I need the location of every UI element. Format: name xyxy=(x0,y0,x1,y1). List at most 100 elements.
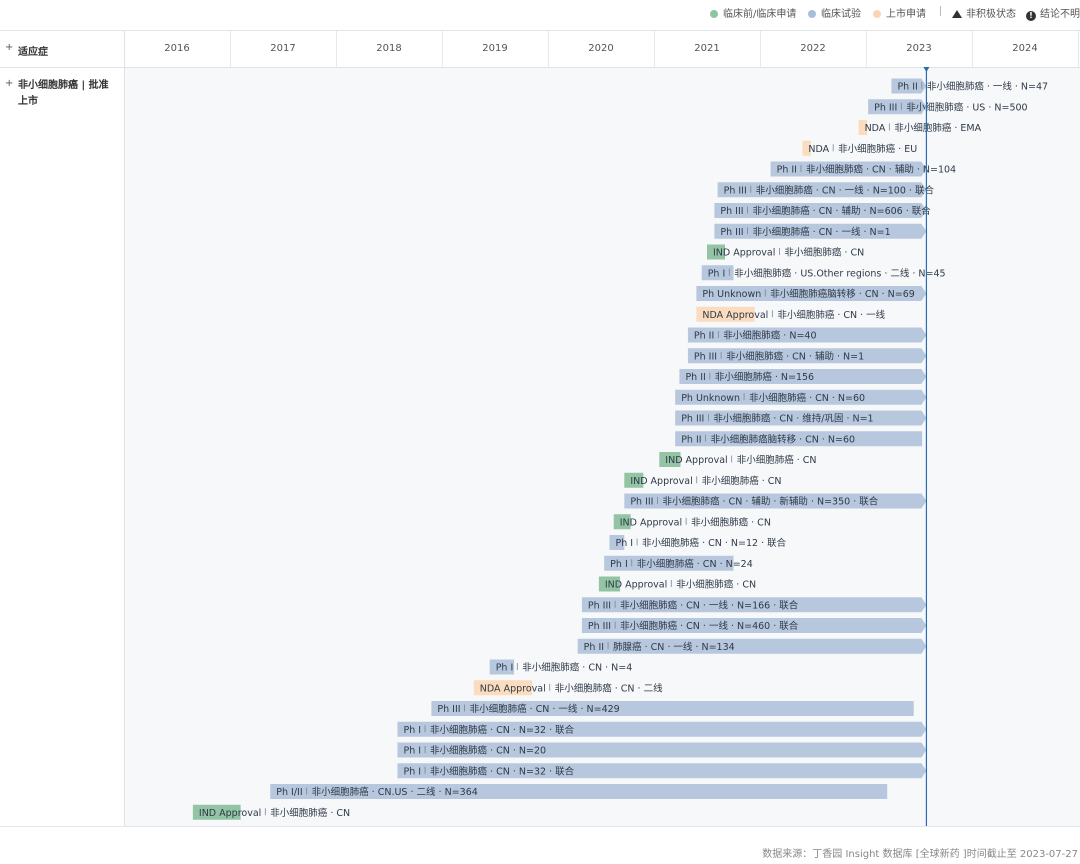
phase-bar[interactable] xyxy=(707,244,726,260)
gantt-row[interactable]: Ph I 非小细胞肺癌 · US.Other regions · 二线 · N=4… xyxy=(701,265,946,281)
gantt-row[interactable]: Ph III 非小细胞肺癌 · CN · 辅助 · 新辅助 · N=350 · 联… xyxy=(624,493,927,509)
gantt-row[interactable]: Ph III 非小细胞肺癌 · CN · 辅助 · N=1 xyxy=(687,348,927,364)
gantt-row[interactable]: Ph I/II 非小细胞肺癌 · CN.US · 二线 · N=364 xyxy=(270,784,888,799)
phase-bar[interactable] xyxy=(687,348,927,364)
gantt-row[interactable]: Ph II 肺腺癌 · CN · 一线 · N=134 xyxy=(577,638,927,654)
phase-bar[interactable] xyxy=(473,680,533,696)
gantt-row[interactable]: Ph Unknown 非小细胞肺癌脑转移 · CN · N=69 xyxy=(696,286,927,301)
trial-detail-label: 非小细胞肺癌 · CN · N=60 xyxy=(749,392,865,404)
legend-item-unclear[interactable]: ! 结论不明 xyxy=(1026,5,1080,21)
phase-bar[interactable] xyxy=(624,493,927,509)
nda-dot-icon xyxy=(873,10,881,18)
gantt-row[interactable]: IND Approval 非小细胞肺癌 · CN xyxy=(659,452,817,467)
gantt-row[interactable]: NDA Approval 非小细胞肺癌 · CN · 一线 xyxy=(696,306,886,322)
phase-bar[interactable] xyxy=(659,452,681,467)
gantt-row[interactable]: Ph III 非小细胞肺癌 · US · N=500 xyxy=(868,99,1028,115)
legend-item-nda[interactable]: 上市申请 xyxy=(873,5,926,20)
phase-bar[interactable] xyxy=(770,161,927,177)
trial-detail-label: 非小细胞肺癌 · CN · 一线 · N=1 xyxy=(753,226,891,238)
gantt-row[interactable]: Ph II 非小细胞肺癌 · 一线 · N=47 xyxy=(891,78,1048,94)
gantt-row[interactable]: Ph III 非小细胞肺癌 · CN · 一线 · N=166 · 联合 xyxy=(581,597,927,613)
phase-bar[interactable] xyxy=(431,701,914,716)
phase-label: Ph Unknown xyxy=(702,289,761,300)
gantt-row[interactable]: Ph I 非小细胞肺癌 · CN · N=4 xyxy=(489,659,633,675)
gantt-row[interactable]: Ph II 非小细胞肺癌脑转移 · CN · N=60 xyxy=(675,431,923,447)
legend-item-clinical[interactable]: 临床试验 xyxy=(808,5,861,20)
phase-bar[interactable] xyxy=(577,638,927,654)
phase-bar[interactable] xyxy=(397,763,927,779)
trial-detail-label: 非小细胞肺癌脑转移 · CN · N=60 xyxy=(711,433,856,445)
phase-bar[interactable] xyxy=(581,618,927,633)
phase-bar[interactable] xyxy=(714,223,927,239)
phase-bar[interactable] xyxy=(858,120,868,135)
gantt-row[interactable]: IND Approval 非小细胞肺癌 · CN xyxy=(624,472,782,488)
gantt-row[interactable]: Ph II 非小细胞肺癌 · N=156 xyxy=(679,369,927,384)
phase-bar[interactable] xyxy=(717,182,927,198)
phase-label: IND Approval xyxy=(630,476,692,487)
phase-bar[interactable] xyxy=(696,286,927,301)
gantt-row[interactable]: Ph III 非小细胞肺癌 · CN · 辅助 · N=606 · 联合 xyxy=(714,203,931,218)
gantt-row[interactable]: NDA 非小细胞肺癌 · EMA xyxy=(858,120,982,135)
gantt-row[interactable]: Ph I 非小细胞肺癌 · CN · N=32 · 联合 xyxy=(397,763,927,779)
gantt-row[interactable]: Ph I 非小细胞肺癌 · CN · N=20 xyxy=(397,742,927,758)
trial-detail-label: 非小细胞肺癌 · N=156 xyxy=(715,371,814,383)
phase-bar[interactable] xyxy=(613,514,631,530)
trial-detail-label: 非小细胞肺癌 · CN · N=24 xyxy=(637,558,753,570)
phase-bar[interactable] xyxy=(687,327,927,343)
gantt-row[interactable]: Ph II 非小细胞肺癌 · CN · 辅助 · N=104 xyxy=(770,161,957,177)
gantt-row[interactable]: Ph III 非小细胞肺癌 · CN · 一线 · N=460 · 联合 xyxy=(581,618,927,633)
gantt-frame: + 适应症 2016 2017 2018 2019 2020 2021 2022 2023 20… xyxy=(0,30,1080,827)
legend-item-preclinical[interactable]: 临床前/临床申请 xyxy=(710,5,796,20)
phase-label: Ph II xyxy=(897,82,917,93)
phase-bar[interactable] xyxy=(696,306,755,322)
gantt-row[interactable]: Ph III 非小细胞肺癌 · CN · 一线 · N=100 · 联合 xyxy=(717,182,935,198)
trial-detail-label: 非小细胞肺癌 · CN · N=32 · 联合 xyxy=(430,724,575,736)
phase-bar[interactable] xyxy=(624,472,644,488)
gantt-row[interactable]: Ph II 非小细胞肺癌 · N=40 xyxy=(687,327,927,343)
phase-bar[interactable] xyxy=(675,410,927,426)
year-tick-label: 2024 xyxy=(1012,43,1038,54)
expand-all-icon[interactable]: + xyxy=(5,42,14,53)
phase-bar[interactable] xyxy=(604,555,734,571)
gantt-row[interactable]: Ph III 非小细胞肺癌 · CN · 一线 · N=1 xyxy=(714,223,927,239)
phase-bar[interactable] xyxy=(802,140,811,156)
phase-bar[interactable] xyxy=(675,431,923,447)
expand-indication-icon[interactable]: + xyxy=(5,78,14,89)
gantt-row[interactable]: Ph I 非小细胞肺癌 · CN · N=12 · 联合 xyxy=(609,535,787,550)
indication-name[interactable]: 非小细胞肺癌 | 批准上市 xyxy=(18,80,109,107)
trial-detail-label: 非小细胞肺癌 · CN · 二线 xyxy=(555,682,663,694)
legend-item-inactive[interactable]: 非积极状态 xyxy=(952,5,1016,20)
phase-bar[interactable] xyxy=(397,721,927,737)
phase-bar[interactable] xyxy=(675,389,927,405)
gantt-row[interactable]: NDA Approval 非小细胞肺癌 · CN · 二线 xyxy=(473,680,663,696)
gantt-row[interactable]: IND Approval 非小细胞肺癌 · CN xyxy=(598,576,756,592)
gantt-row[interactable]: Ph Unknown 非小细胞肺癌 · CN · N=60 xyxy=(675,389,927,405)
phase-bar[interactable] xyxy=(489,659,515,675)
gantt-row[interactable]: Ph III 非小细胞肺癌 · CN · 维持/巩固 · N=1 xyxy=(675,410,927,426)
phase-bar[interactable] xyxy=(581,597,927,613)
gantt-row[interactable]: NDA 非小细胞肺癌 · EU xyxy=(802,140,917,156)
gantt-row[interactable]: IND Approval 非小细胞肺癌 · CN xyxy=(613,514,771,530)
legend: 临床前/临床申请 临床试验 上市申请 非积极状态 ! 结论不明 xyxy=(0,0,1080,22)
phase-bar[interactable] xyxy=(270,784,888,799)
trial-detail-label: 非小细胞肺癌 · CN · 一线 · N=460 · 联合 xyxy=(620,620,799,632)
trial-detail-label: 非小细胞肺癌 · CN · 辅助 · 新辅助 · N=350 · 联合 xyxy=(663,496,879,508)
phase-bar[interactable] xyxy=(868,99,927,115)
trial-detail-label: 非小细胞肺癌 · CN · 一线 · N=429 xyxy=(470,703,620,715)
gantt-row[interactable]: Ph I 非小细胞肺癌 · CN · N=32 · 联合 xyxy=(397,721,927,737)
phase-bar[interactable] xyxy=(598,576,621,592)
year-divider xyxy=(866,31,867,67)
phase-bar[interactable] xyxy=(192,804,241,820)
gantt-row[interactable]: IND Approval 非小细胞肺癌 · CN xyxy=(707,244,864,260)
phase-bar[interactable] xyxy=(609,535,625,550)
phase-bar[interactable] xyxy=(397,742,927,758)
gantt-row[interactable]: Ph III 非小细胞肺癌 · CN · 一线 · N=429 xyxy=(431,701,914,716)
gantt-row[interactable]: Ph I 非小细胞肺癌 · CN · N=24 xyxy=(604,555,753,571)
legend-label: 非积极状态 xyxy=(966,9,1016,20)
phase-bar[interactable] xyxy=(891,78,927,94)
gantt-row[interactable]: IND Approval 非小细胞肺癌 · CN xyxy=(192,804,350,820)
indication-column: + 非小细胞肺癌 | 批准上市 xyxy=(0,31,125,826)
phase-bar[interactable] xyxy=(679,369,927,384)
phase-bar[interactable] xyxy=(714,203,927,218)
phase-bar[interactable] xyxy=(701,265,734,281)
